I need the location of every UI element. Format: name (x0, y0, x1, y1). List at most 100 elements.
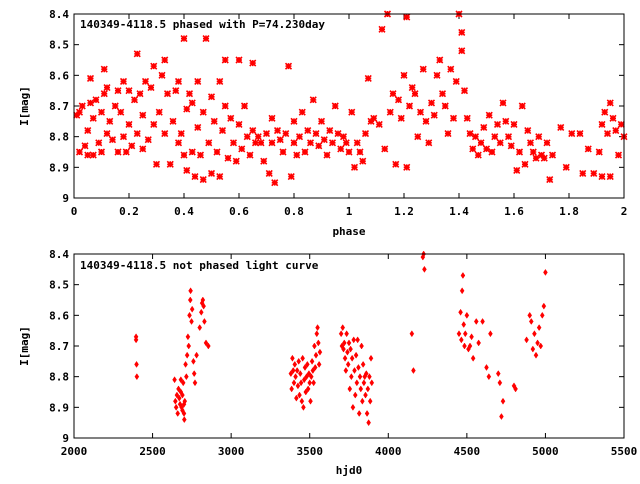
data-point (433, 71, 441, 79)
data-point (364, 74, 372, 82)
data-point (189, 305, 195, 313)
data-point (169, 117, 177, 125)
data-point (590, 169, 598, 178)
x-tick-label: 3000 (218, 445, 245, 458)
data-point (276, 136, 284, 144)
data-point (419, 65, 427, 73)
data-point (200, 296, 206, 304)
plot-frame (73, 13, 625, 199)
x-tick-label: 2 (621, 205, 628, 218)
data-point (536, 324, 542, 332)
data-point (312, 364, 318, 371)
data-point (290, 354, 295, 362)
data-point (180, 34, 188, 43)
unphased-light-curve-panel: 140349-4118.5 not phased light curve hjd… (18, 248, 637, 477)
data-point (532, 330, 537, 338)
data-point (273, 126, 282, 135)
data-point (356, 148, 364, 156)
data-point (346, 339, 352, 347)
data-point (201, 302, 206, 310)
data-point (366, 419, 371, 427)
data-point (375, 120, 383, 128)
data-point (178, 376, 184, 384)
x-tick-label: 0 (71, 205, 78, 218)
data-point (524, 126, 532, 135)
data-point (355, 336, 360, 344)
data-point (305, 385, 311, 393)
data-point (612, 126, 620, 135)
data-point (306, 370, 312, 378)
tick-group: 2000 2500 3000 3500 4000 4500 5000 5500 8.4 8.5 8.… (49, 248, 637, 458)
data-point (452, 77, 460, 86)
tick-group: 0 0.2 0.4 0.6 0.8 1 1.2 1.4 1.6 1.8 2 8.4 8.5 8.6 8.7 8… (49, 8, 627, 218)
data-point (210, 117, 218, 125)
y-tick-label: 9 (62, 432, 69, 445)
data-point (309, 357, 315, 365)
data-point (191, 357, 196, 365)
data-point (295, 133, 304, 141)
data-point (161, 56, 169, 64)
data-point (114, 148, 122, 156)
data-point (584, 145, 592, 153)
data-point (298, 379, 304, 387)
data-point (84, 126, 92, 135)
data-point (309, 96, 317, 104)
x-tick-label: 0.2 (119, 205, 139, 218)
data-point (301, 148, 309, 156)
data-point (358, 385, 364, 393)
data-point (144, 136, 152, 144)
data-point (181, 410, 187, 417)
data-point (186, 342, 192, 350)
data-point (507, 142, 515, 150)
data-point (185, 333, 191, 341)
data-point (78, 102, 86, 110)
data-point (312, 342, 317, 350)
data-point (365, 385, 371, 393)
data-point (345, 360, 351, 368)
data-point (606, 99, 614, 107)
data-point (518, 102, 526, 110)
y-tick-label: 8.9 (49, 401, 69, 414)
data-point (543, 139, 551, 147)
data-point (485, 111, 493, 119)
data-point (352, 367, 357, 374)
data-point (411, 367, 416, 374)
data-point (290, 139, 298, 147)
data-point (353, 139, 361, 147)
data-point (342, 139, 350, 147)
data-point (411, 90, 419, 98)
data-point (579, 169, 587, 178)
x-tick-label: 1.2 (394, 205, 414, 218)
data-point (316, 360, 322, 368)
data-point (205, 139, 213, 147)
data-point (202, 34, 210, 43)
data-point (360, 360, 366, 368)
data-point (89, 151, 97, 159)
data-point (349, 373, 354, 381)
data-point (265, 169, 273, 178)
data-point (111, 102, 119, 110)
x-tick-label: 4000 (375, 445, 402, 458)
data-point (194, 77, 202, 86)
data-point (328, 139, 337, 147)
y-axis-label: I[mag] (18, 86, 31, 126)
data-point (298, 108, 306, 116)
data-point (174, 139, 183, 147)
data-point (257, 139, 265, 147)
data-point (302, 364, 308, 371)
data-point (397, 114, 405, 122)
data-point (134, 373, 140, 381)
data-point (456, 330, 462, 338)
data-point (177, 130, 185, 138)
data-point (125, 120, 133, 128)
data-point (488, 148, 496, 156)
data-point (350, 403, 356, 411)
chart-title: 140349-4118.5 not phased light curve (80, 259, 319, 272)
data-point (152, 160, 161, 168)
data-point (175, 410, 181, 417)
data-point (538, 342, 544, 350)
data-point (161, 130, 169, 138)
data-point (194, 351, 199, 359)
data-point (356, 410, 362, 417)
data-point (310, 367, 316, 374)
